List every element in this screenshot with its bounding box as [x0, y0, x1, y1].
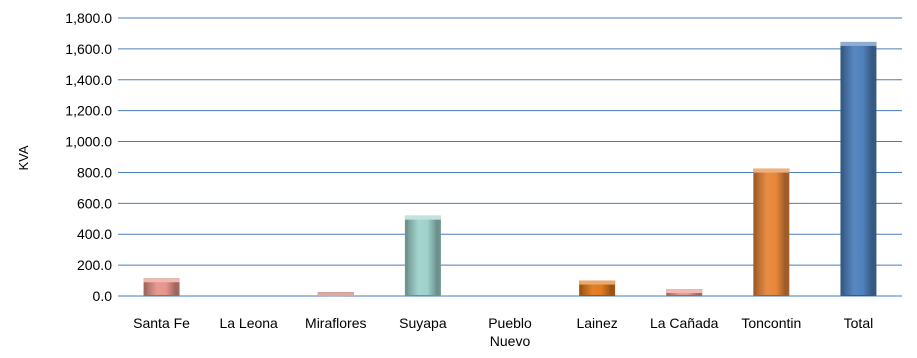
x-tick-label: Lainez — [576, 315, 617, 331]
x-tick-label: Miraflores — [305, 315, 366, 331]
bar — [840, 41, 877, 296]
x-tick-label: La Leona — [219, 315, 278, 331]
y-tick-label: 1,600.0 — [65, 41, 112, 57]
bar — [317, 292, 354, 297]
x-tick-label: Suyapa — [399, 315, 447, 331]
x-tick-label: Toncontin — [741, 315, 801, 331]
y-tick-label: 400.0 — [77, 226, 112, 242]
y-tick-label: 200.0 — [77, 257, 112, 273]
bar — [753, 168, 790, 296]
bar — [404, 215, 441, 296]
y-tick-label: 800.0 — [77, 164, 112, 180]
x-tick-label: Pueblo Nuevo — [488, 315, 532, 349]
grid-lines — [118, 17, 902, 297]
x-tick-label: Santa Fe — [133, 315, 190, 331]
y-tick-label: 600.0 — [77, 195, 112, 211]
bar — [143, 278, 180, 296]
y-tick-label: 1,200.0 — [65, 103, 112, 119]
bar — [579, 280, 616, 296]
y-tick-label: 1,800.0 — [65, 10, 112, 26]
bars — [143, 41, 877, 297]
y-tick-label: 0.0 — [93, 288, 113, 304]
y-tick-label: 1,400.0 — [65, 72, 112, 88]
x-tick-label: La Cañada — [650, 315, 719, 331]
x-tick-labels: Santa Fe La Leona Miraflores Suyapa Pueblo Nu… — [133, 315, 873, 349]
y-axis-label: KVA — [16, 145, 31, 170]
bar — [666, 289, 703, 296]
y-tick-label: 1,000.0 — [65, 134, 112, 150]
x-tick-label: Total — [844, 315, 874, 331]
y-tick-labels: 0.0 200.0 400.0 600.0 800.0 1,000.0 1,200.0 1,4… — [65, 10, 112, 304]
